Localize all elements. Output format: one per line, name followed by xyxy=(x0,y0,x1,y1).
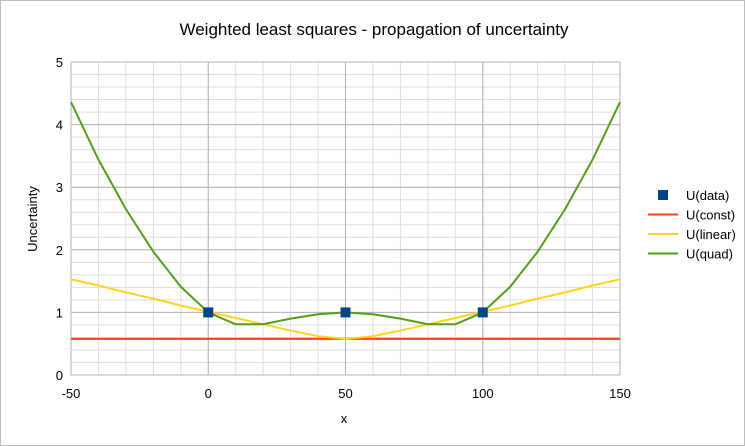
plot-area xyxy=(70,101,621,340)
data-point-marker xyxy=(340,307,351,318)
series-line-u-linear- xyxy=(70,278,621,340)
x-tick-label: 150 xyxy=(609,386,631,401)
y-tick-label: 0 xyxy=(56,368,63,383)
grid xyxy=(70,61,621,376)
chart-title: Weighted least squares - propagation of … xyxy=(179,20,569,39)
legend: U(data) U(const) U(linear) U(quad) xyxy=(648,188,736,262)
legend-label: U(linear) xyxy=(686,227,736,242)
data-point-marker xyxy=(203,307,214,318)
x-tick-label: 50 xyxy=(338,386,352,401)
tick-labels: -50 0 50 100 150 0 1 2 3 4 5 xyxy=(56,55,631,401)
y-axis-title: Uncertainty xyxy=(25,186,40,252)
x-tick-label: 0 xyxy=(205,386,212,401)
legend-label: U(data) xyxy=(686,188,729,203)
x-tick-label: -50 xyxy=(62,386,81,401)
y-tick-label: 2 xyxy=(56,243,63,258)
legend-marker-square xyxy=(658,190,668,200)
x-axis-title: x xyxy=(341,411,348,426)
y-tick-label: 5 xyxy=(56,55,63,70)
data-point-marker xyxy=(477,307,488,318)
y-tick-label: 4 xyxy=(56,118,63,133)
y-tick-label: 3 xyxy=(56,180,63,195)
y-tick-label: 1 xyxy=(56,305,63,320)
x-tick-label: 100 xyxy=(472,386,494,401)
legend-label: U(const) xyxy=(686,208,735,223)
legend-label: U(quad) xyxy=(686,247,733,262)
